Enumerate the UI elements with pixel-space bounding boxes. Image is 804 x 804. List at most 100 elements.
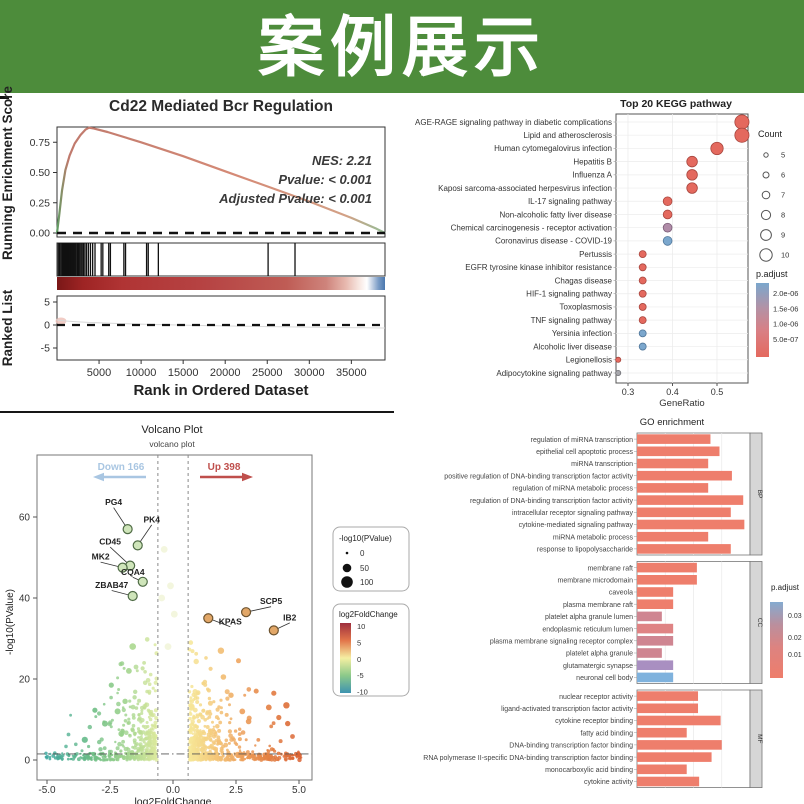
- go-bar: [637, 691, 699, 701]
- kegg-title: Top 20 KEGG pathway: [620, 98, 732, 110]
- cloud-point: [226, 753, 230, 756]
- cloud-point: [118, 754, 122, 758]
- cloud-point: [116, 701, 121, 707]
- go-row-label: fatty acid binding: [580, 730, 633, 737]
- go-bar: [637, 740, 722, 750]
- cloud-point: [148, 717, 153, 722]
- rank-tick-label: -5: [41, 343, 50, 355]
- legend-count-circle: [759, 248, 773, 262]
- cloud-point: [197, 758, 201, 761]
- cloud-point: [92, 707, 98, 713]
- cloud-point: [211, 740, 216, 745]
- gene-point: [240, 607, 252, 618]
- cloud-point: [116, 691, 119, 695]
- rank-tick-label: 0: [44, 320, 50, 332]
- cloud-point: [128, 733, 131, 737]
- cloud-point: [237, 745, 242, 749]
- cloud-point: [160, 546, 168, 553]
- cloud-point: [195, 728, 199, 732]
- kegg-dot: [615, 369, 622, 376]
- cloud-point: [236, 658, 241, 664]
- gsea-annotation: Adjusted Pvalue: < 0.001: [218, 191, 372, 206]
- go-row-label: cytokine receptor binding: [555, 718, 633, 725]
- cloud-point: [218, 720, 223, 725]
- facet-strip: [749, 561, 763, 684]
- go-bar: [637, 611, 662, 622]
- go-bar: [637, 727, 687, 738]
- cloud-point: [223, 742, 229, 748]
- go-bar: [637, 434, 711, 444]
- cloud-point: [193, 658, 199, 665]
- cloud-point: [188, 716, 192, 721]
- cloud-point: [195, 747, 200, 752]
- go-bar: [637, 458, 709, 469]
- cloud-point: [198, 703, 203, 707]
- go-row-label: glutamatergic synapse: [563, 663, 633, 670]
- cloud-point: [69, 713, 72, 717]
- go-legend-label: 0.02: [788, 635, 802, 642]
- cloud-point: [122, 757, 126, 760]
- cloud-point: [66, 757, 70, 761]
- kegg-row-label: IL-17 signaling pathway: [528, 197, 612, 206]
- facet-strip: [749, 689, 763, 788]
- legend-count-title: Count: [758, 129, 783, 139]
- cloud-point: [240, 730, 246, 735]
- cloud-point: [285, 720, 291, 727]
- es-panel: [56, 126, 386, 238]
- frame-mark: [0, 96, 9, 99]
- legend-padjust-label: 1.0e-06: [773, 320, 798, 329]
- cloud-point: [152, 731, 156, 735]
- cloud-point: [217, 728, 222, 733]
- kegg-row-label: Human cytomegalovirus infection: [494, 144, 612, 153]
- cloud-point: [214, 731, 218, 734]
- cloud-point: [136, 727, 141, 731]
- go-row-label: response to lipopolysaccharide: [537, 547, 633, 554]
- legend-padjust-bar: [756, 283, 769, 357]
- go-row-label: intracellular receptor signaling pathway: [512, 510, 634, 517]
- banner: 案例展示: [0, 0, 804, 93]
- cloud-point: [212, 700, 216, 704]
- cloud-point: [153, 724, 157, 728]
- cloud-point: [247, 756, 250, 759]
- cloud-point: [265, 752, 270, 757]
- cloud-point: [202, 708, 206, 712]
- cloud-point: [196, 736, 200, 741]
- cloud-point: [269, 724, 274, 729]
- go-row-label: platelet alpha granule: [566, 651, 633, 658]
- cloud-point: [288, 754, 291, 757]
- legend-count-circle: [760, 209, 772, 221]
- kegg-row-label: Legionellosis: [566, 356, 612, 365]
- cloud-point: [103, 755, 107, 759]
- x-tick-label: 10000: [126, 367, 157, 379]
- cloud-point: [144, 702, 150, 708]
- legend-size-dot: [345, 551, 349, 555]
- cloud-point: [142, 740, 146, 744]
- kegg-panel: [615, 113, 749, 384]
- cloud-point: [208, 757, 212, 762]
- kegg-dot: [638, 250, 647, 259]
- cloud-point: [117, 741, 122, 747]
- cloud-point: [115, 758, 118, 762]
- cloud-point: [87, 724, 93, 730]
- x-tick-label: 5000: [87, 367, 111, 379]
- cloud-point: [74, 742, 78, 747]
- cloud-point: [82, 757, 87, 762]
- cloud-point: [276, 751, 281, 756]
- cloud-point: [227, 741, 231, 745]
- cloud-point: [297, 757, 302, 763]
- cloud-point: [224, 738, 229, 743]
- cloud-point: [194, 651, 199, 656]
- cloud-point: [149, 712, 153, 716]
- cloud-point: [142, 752, 147, 757]
- gene-label: PG4: [105, 497, 122, 507]
- cloud-point: [122, 666, 126, 670]
- cloud-point: [144, 637, 150, 642]
- cloud-point: [217, 647, 225, 654]
- legend-count-label: 9: [781, 231, 785, 240]
- cloud-point: [140, 748, 145, 753]
- cloud-point: [228, 733, 233, 739]
- cloud-point: [189, 708, 193, 711]
- cloud-point: [140, 757, 143, 760]
- cloud-point: [77, 757, 81, 762]
- gsea-ylabel: Running Enrichment Score: [0, 86, 15, 261]
